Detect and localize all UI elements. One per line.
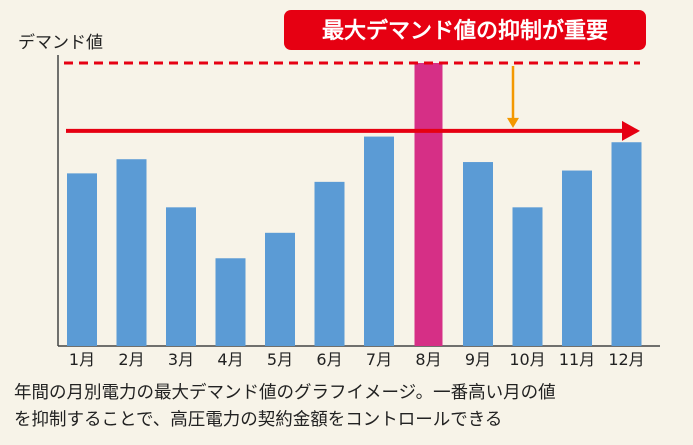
x-tick-label: 1月: [69, 350, 95, 369]
bar-11月: [562, 170, 592, 346]
bar-1月: [67, 173, 97, 346]
bar-8月: [414, 63, 443, 346]
bar-10月: [512, 207, 543, 346]
x-tick-label: 7月: [366, 350, 392, 369]
annotation-lines: [64, 61, 640, 141]
chart-caption: 年間の月別電力の最大デマンド値のグラフイメージ。一番高い月の値 を抑制することで…: [14, 380, 686, 434]
bar-7月: [364, 136, 394, 346]
annotation-badge-bg: [284, 10, 646, 50]
caption-line-1: 年間の月別電力の最大デマンド値のグラフイメージ。一番高い月の値: [14, 383, 556, 403]
tick-labels: 1月 2月 3月 4月 5月 6月 7月 8月 9月 10月 11月 12月: [69, 350, 645, 369]
x-tick-label: 10月: [509, 350, 545, 369]
x-tick-label: 6月: [316, 350, 342, 369]
bar-6月: [314, 181, 345, 346]
bar-4月: [215, 258, 246, 346]
caption-line-2: を抑制することで、高圧電力の契約金額をコントロールできる: [14, 410, 503, 430]
bar-12月: [611, 142, 642, 346]
x-tick-label: 3月: [168, 350, 194, 369]
x-tick-label: 12月: [608, 350, 644, 369]
bar-chart: 1月 2月 3月 4月 5月 6月 7月 8月 9月 10月 11月 12月 デマンド値 最大デマンド…: [18, 10, 660, 369]
bar-9月: [463, 162, 493, 346]
bar-5月: [265, 232, 295, 346]
x-tick-label: 2月: [118, 350, 144, 369]
y-axis-label: デマンド値: [18, 32, 103, 53]
x-tick-label: 5月: [267, 350, 293, 369]
axes: [57, 55, 660, 347]
bars: [67, 63, 642, 346]
x-tick-label: 8月: [415, 350, 441, 369]
reduction-arrow-head: [507, 117, 519, 128]
x-tick-label: 9月: [465, 350, 491, 369]
x-tick-label: 11月: [559, 350, 595, 369]
target-arrow-head: [622, 120, 640, 141]
bar-3月: [166, 207, 196, 346]
x-tick-label: 4月: [217, 350, 243, 369]
annotation-badge-text: 最大デマンド値の抑制が重要: [322, 18, 608, 44]
bar-2月: [116, 159, 147, 346]
annotation-badge: 最大デマンド値の抑制が重要: [284, 10, 646, 50]
